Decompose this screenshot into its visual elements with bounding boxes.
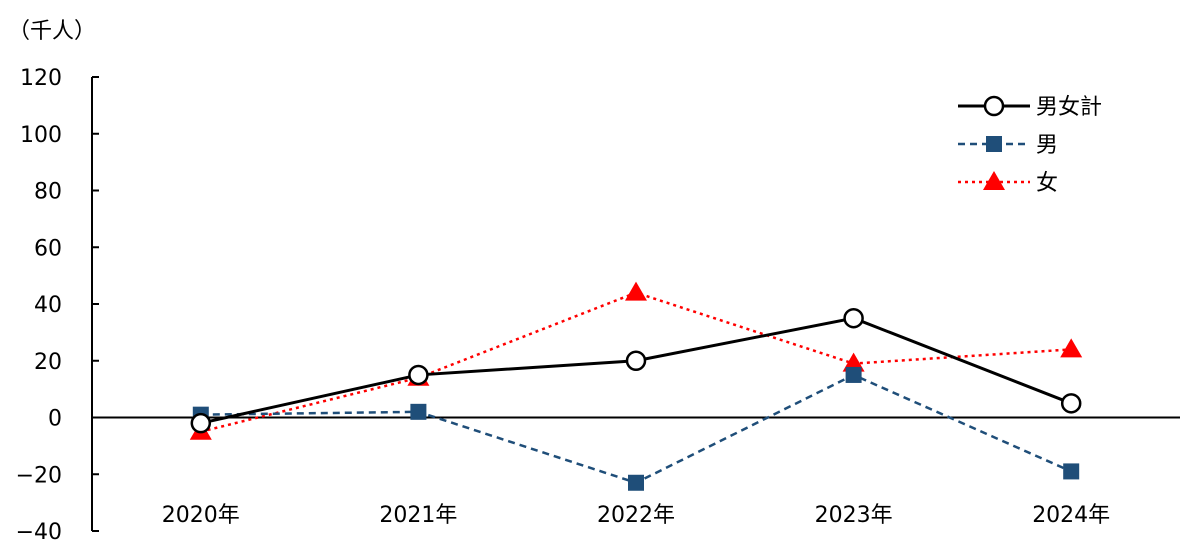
y-tick-label: 80 [34,180,62,205]
data-point [845,366,862,383]
data-point [625,350,647,371]
x-tick-label: 2022年 [597,503,675,528]
x-tick-label: 2020年 [162,503,240,528]
x-axis: 2020年 2021年 2022年 2023年 2024年 [92,416,1180,528]
data-point [1060,393,1082,414]
series-1 [192,366,1080,491]
x-tick-label: 2024年 [1032,503,1110,528]
data-point [842,352,865,372]
legend-marker [986,136,1002,152]
legend-label: 男女計 [1036,95,1102,120]
data-point [190,412,212,434]
data-point [625,281,647,301]
y-tick-label: 120 [20,66,62,91]
y-tick-label: 40 [34,293,62,318]
data-point [1063,463,1080,480]
legend-label: 女 [1036,171,1058,196]
y-tick-label: 60 [34,236,62,261]
y-tick-label: −40 [16,520,62,540]
legend-marker [983,95,1005,117]
data-point [628,474,644,491]
series-line [200,373,1072,485]
series-lines [189,281,1083,491]
data-point [1060,338,1083,358]
y-tick-label: 0 [48,407,62,432]
y-axis: 120 100 80 60 40 20 0 −20 −40 [16,66,99,540]
series-0 [190,307,1082,434]
legend-item: 女 [958,171,1058,196]
legend-label: 男 [1036,133,1058,158]
data-point [843,307,864,329]
x-tick-label: 2021年 [379,503,457,528]
legend-item: 男 [958,133,1058,158]
legend-marker [983,171,1005,190]
y-tick-label: −20 [16,463,62,488]
y-tick-label: 20 [34,350,62,375]
y-tick-label: 100 [20,123,62,148]
x-tick-label: 2023年 [815,503,893,528]
y-unit-label: （千人） [8,19,96,44]
data-point [408,364,429,386]
legend-item: 男女計 [958,95,1102,120]
data-point [410,403,427,420]
